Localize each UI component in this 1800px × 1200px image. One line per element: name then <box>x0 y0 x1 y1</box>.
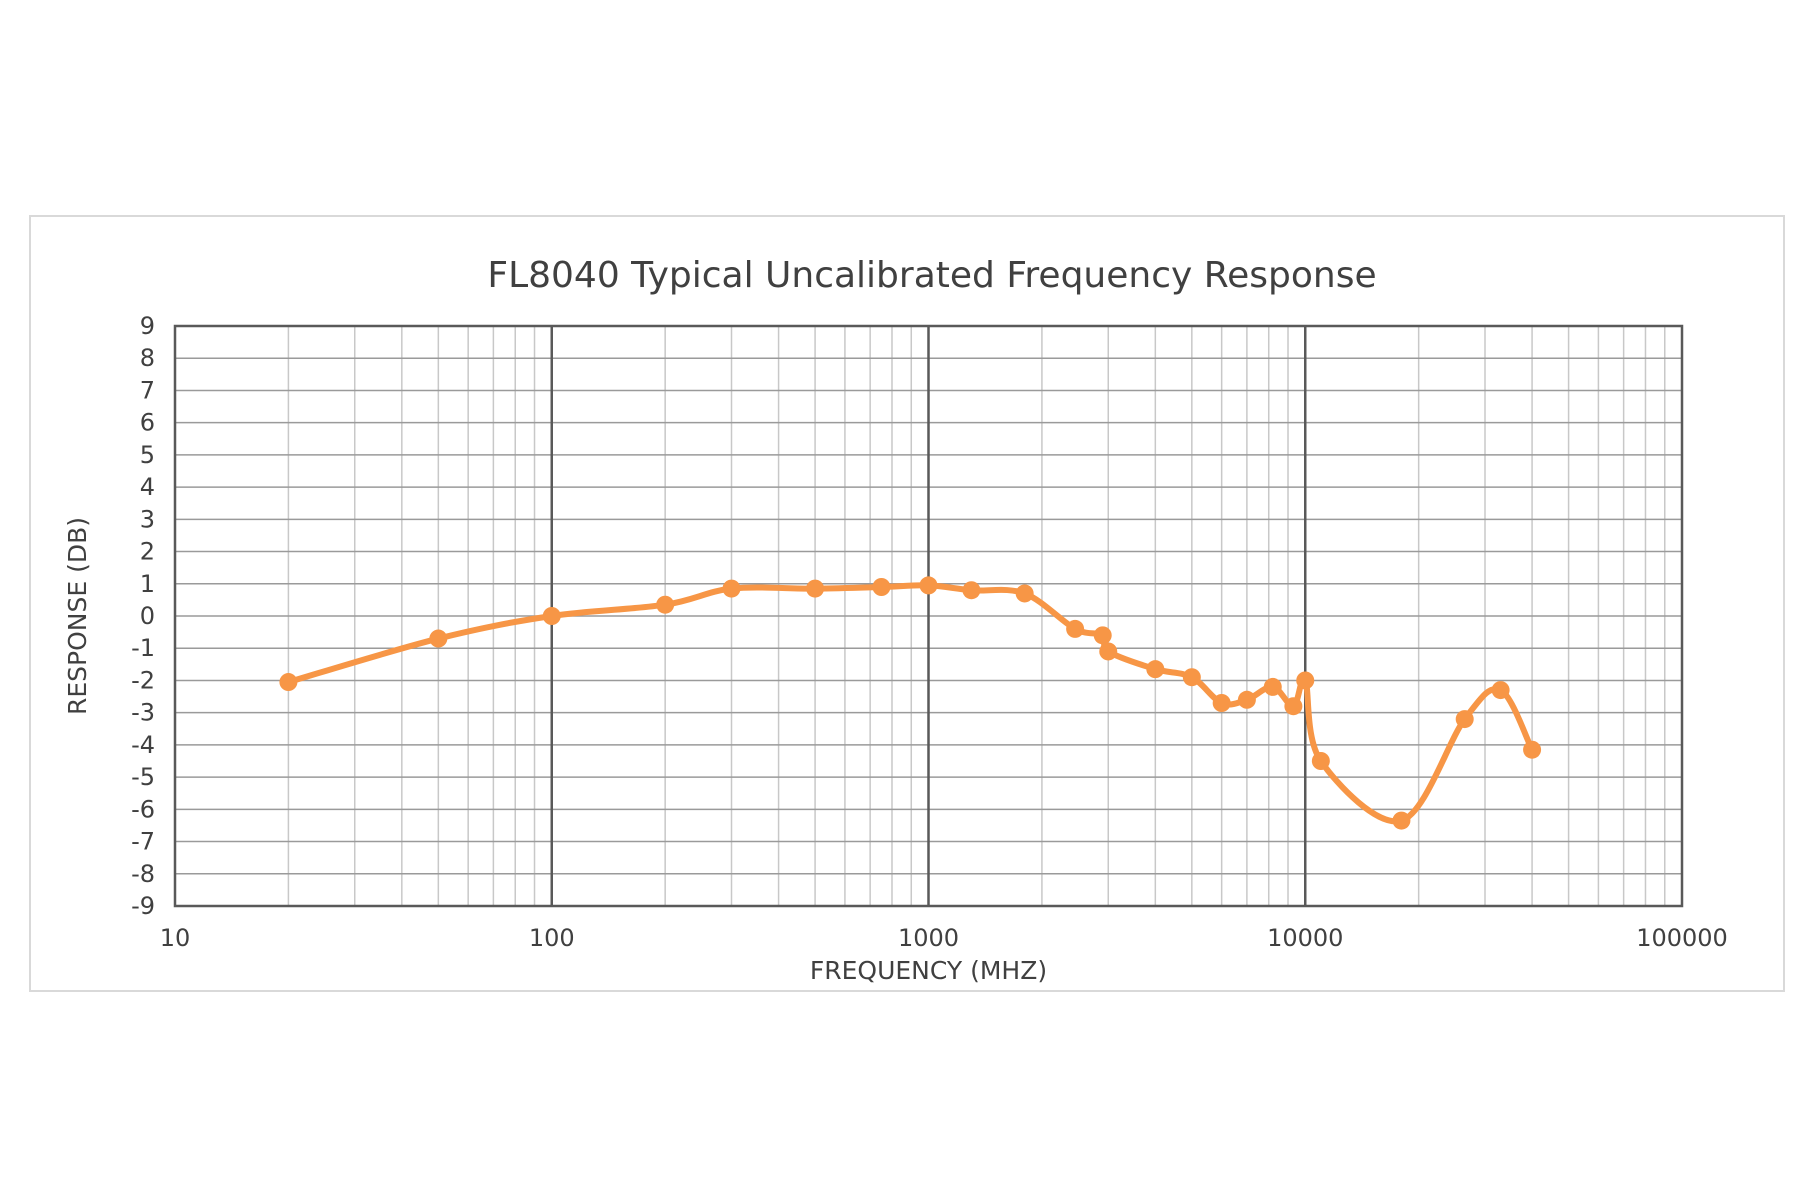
x-tick-label: 100 <box>529 924 575 952</box>
x-tick-label: 1000 <box>898 924 959 952</box>
y-tick-label: 2 <box>140 538 155 566</box>
data-point <box>1455 710 1474 729</box>
data-point <box>542 607 561 625</box>
y-tick-label: -6 <box>131 795 155 823</box>
data-point <box>279 673 298 692</box>
data-point <box>1015 584 1034 603</box>
data-point <box>1093 626 1112 645</box>
data-point <box>806 579 825 598</box>
data-point <box>1491 681 1510 700</box>
series-group <box>279 576 1542 830</box>
data-point <box>1523 740 1542 759</box>
chart-title: FL8040 Typical Uncalibrated Frequency Re… <box>487 255 1376 296</box>
data-point <box>722 579 741 598</box>
x-tick-label: 100000 <box>1636 924 1728 952</box>
y-tick-label: 0 <box>140 602 155 630</box>
data-point <box>919 576 938 595</box>
data-point <box>1311 752 1330 770</box>
data-point <box>1284 697 1303 716</box>
y-tick-label: 1 <box>140 570 155 598</box>
x-tick-label: 10000 <box>1267 924 1343 952</box>
data-point <box>1099 642 1118 661</box>
y-tick-label: 7 <box>140 376 155 404</box>
y-tick-label: -1 <box>131 634 155 662</box>
data-point <box>1146 660 1165 679</box>
y-axis-label: RESPONSE (DB) <box>63 517 92 715</box>
data-point <box>872 578 891 596</box>
y-tick-label: 5 <box>140 441 155 469</box>
x-tick-labels: 10 100 1000 10000 100000 <box>160 924 1728 952</box>
data-point <box>1066 619 1085 638</box>
grid-minor <box>175 326 1682 906</box>
y-tick-label: -3 <box>131 699 155 727</box>
y-tick-label: 4 <box>140 473 155 501</box>
y-tick-labels: 9 8 7 6 5 4 3 2 1 0 -1 -2 -3 -4 -5 -6 -7 -8 -9 <box>131 312 155 920</box>
data-point <box>656 595 675 614</box>
x-axis-label: FREQUENCY (MHZ) <box>810 956 1047 985</box>
y-tick-label: 6 <box>140 409 155 437</box>
y-tick-label: 3 <box>140 505 155 533</box>
data-point <box>1237 690 1256 709</box>
x-tick-label: 10 <box>160 924 191 952</box>
y-tick-label: -5 <box>131 763 155 791</box>
y-tick-label: -4 <box>131 731 155 759</box>
data-point <box>1296 671 1315 690</box>
y-tick-label: -8 <box>131 860 155 888</box>
data-point <box>429 629 448 648</box>
y-tick-label: 9 <box>140 312 155 340</box>
chart-frame: FL8040 Typical Uncalibrated Frequency Re… <box>29 215 1785 992</box>
y-tick-label: -7 <box>131 828 155 856</box>
y-tick-label: -9 <box>131 892 155 920</box>
data-point <box>1263 677 1282 696</box>
series-line <box>285 582 1536 825</box>
data-point <box>1392 811 1411 830</box>
chart-svg: FL8040 Typical Uncalibrated Frequency Re… <box>63 255 1728 985</box>
y-tick-label: -2 <box>131 666 155 694</box>
data-point <box>1212 694 1231 712</box>
data-point <box>1182 668 1201 687</box>
y-tick-label: 8 <box>140 344 155 372</box>
plot-border <box>173 324 1684 908</box>
data-point <box>962 581 981 600</box>
